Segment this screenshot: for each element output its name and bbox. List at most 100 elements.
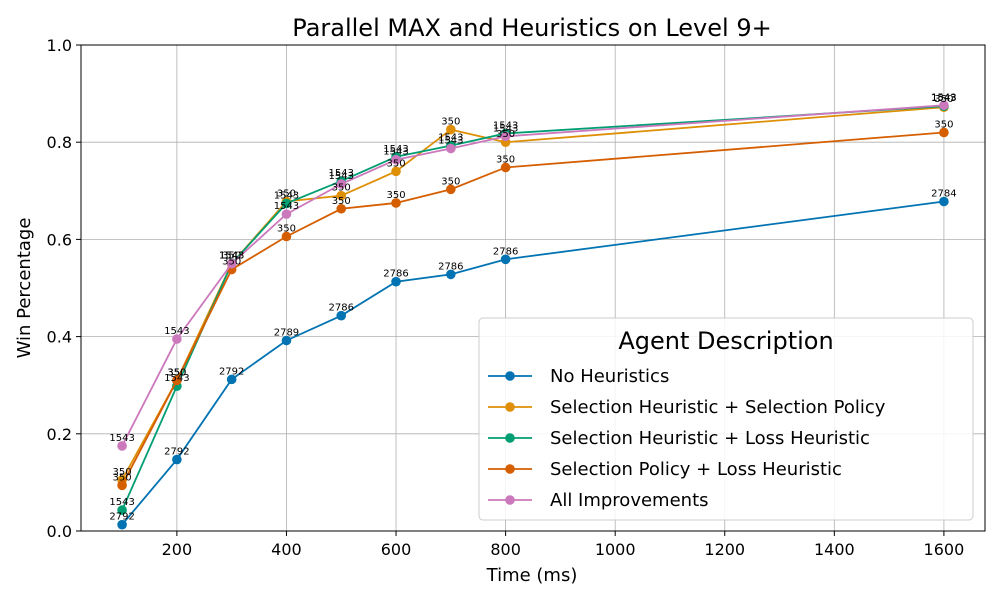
data-point [281,231,292,242]
point-label: 350 [441,117,460,128]
y-axis-label: Win Percentage [14,218,35,359]
data-point [939,127,949,138]
point-label: 350 [934,94,953,105]
data-point [446,184,456,195]
legend-item: No Heuristics [488,366,669,387]
data-point [939,100,949,111]
data-point [500,131,511,142]
y-tick-label: 1.0 [47,36,72,55]
legend-item: Selection Policy + Loss Heuristic [488,459,842,480]
point-label: 2786 [493,246,518,257]
legend-frame [478,317,974,521]
x-tick-label: 1600 [924,540,965,559]
data-point [939,196,949,207]
point-label: 1543 [329,171,354,182]
data-point [226,258,237,269]
data-point [172,334,182,344]
point-label: 1543 [931,92,956,103]
point-label: 1543 [274,201,299,212]
point-label: 350 [113,472,132,483]
data-point [446,124,456,135]
y-axis: 0.0 0.2 0.4 0.6 0.8 1.0 [47,36,81,541]
point-label: 2789 [274,327,299,338]
y-tick-label: 0.6 [47,230,72,249]
legend-label: Selection Heuristic + Loss Heuristic [550,428,870,449]
data-point [281,198,292,209]
y-tick-label: 0.2 [47,425,72,444]
point-label: 350 [167,367,186,378]
y-tick-label: 0.0 [47,522,72,541]
point-label: 350 [332,183,351,194]
data-point [391,154,401,165]
point-label: 1543 [383,144,408,155]
point-label: 1543 [219,251,244,262]
point-label: 350 [934,119,953,130]
point-label: 1543 [164,326,189,337]
x-axis: 200 400 600 800 1000 1200 1400 1600 [162,531,965,559]
data-point [172,375,182,386]
data-point [281,335,292,346]
data-point [446,269,456,280]
data-point [336,179,347,189]
series-layer [117,100,949,530]
point-label: 2786 [383,269,408,280]
point-label: 1543 [329,168,354,179]
point-label: 350 [222,251,241,262]
legend-marker [505,402,515,412]
point-label: 350 [113,467,132,478]
data-point [281,209,292,219]
data-point [117,519,127,530]
legend-label: Selection Heuristic + Selection Policy [550,397,886,418]
point-label: 1543 [493,120,518,131]
x-tick-label: 1400 [814,540,855,559]
legend: Agent Description No Heuristics Selection… [478,317,974,521]
legend-marker [505,464,515,474]
point-label: 350 [386,158,405,169]
point-label: 2784 [931,188,956,199]
series-5 [117,100,949,451]
data-point [117,441,127,451]
data-point [336,190,347,201]
point-label: 2786 [329,303,354,314]
legend-label: No Heuristics [550,366,669,387]
data-point [391,276,401,287]
data-point [117,505,127,515]
legend-items: No Heuristics Selection Heuristic + Selec… [488,366,886,511]
x-tick-label: 1000 [595,540,636,559]
data-labels: 2792279227922789278627862786278627843503… [109,92,956,522]
data-point [117,480,127,491]
point-label: 1543 [109,433,134,444]
point-label: 350 [167,367,186,378]
point-label: 1543 [438,136,463,147]
point-label: 1543 [109,497,134,508]
point-label: 350 [277,223,296,234]
point-label: 2792 [164,447,189,458]
legend-marker [505,495,515,505]
point-label: 1543 [383,147,408,158]
point-label: 350 [496,154,515,165]
point-label: 350 [496,129,515,140]
data-point [226,374,237,385]
x-axis-label: Time (ms) [486,565,578,586]
chart-title: Parallel MAX and Heuristics on Level 9+ [292,14,771,42]
point-label: 1543 [219,251,244,262]
data-point [500,254,511,265]
point-label: 350 [222,257,241,268]
point-label: 1543 [493,123,518,134]
data-point [391,198,401,208]
series-4 [117,127,949,491]
legend-marker [505,433,515,443]
y-tick-label: 0.8 [47,133,72,152]
data-point [336,310,347,321]
x-tick-label: 1200 [704,540,745,559]
point-label: 1543 [438,133,463,144]
y-tick-label: 0.4 [47,328,72,347]
legend-item: All Improvements [488,490,709,511]
plot-frame [80,44,986,532]
x-tick-label: 200 [162,540,193,559]
point-label: 350 [332,196,351,207]
data-point [172,454,182,465]
legend-item: Selection Heuristic + Selection Policy [488,397,886,418]
point-label: 2792 [109,512,134,523]
